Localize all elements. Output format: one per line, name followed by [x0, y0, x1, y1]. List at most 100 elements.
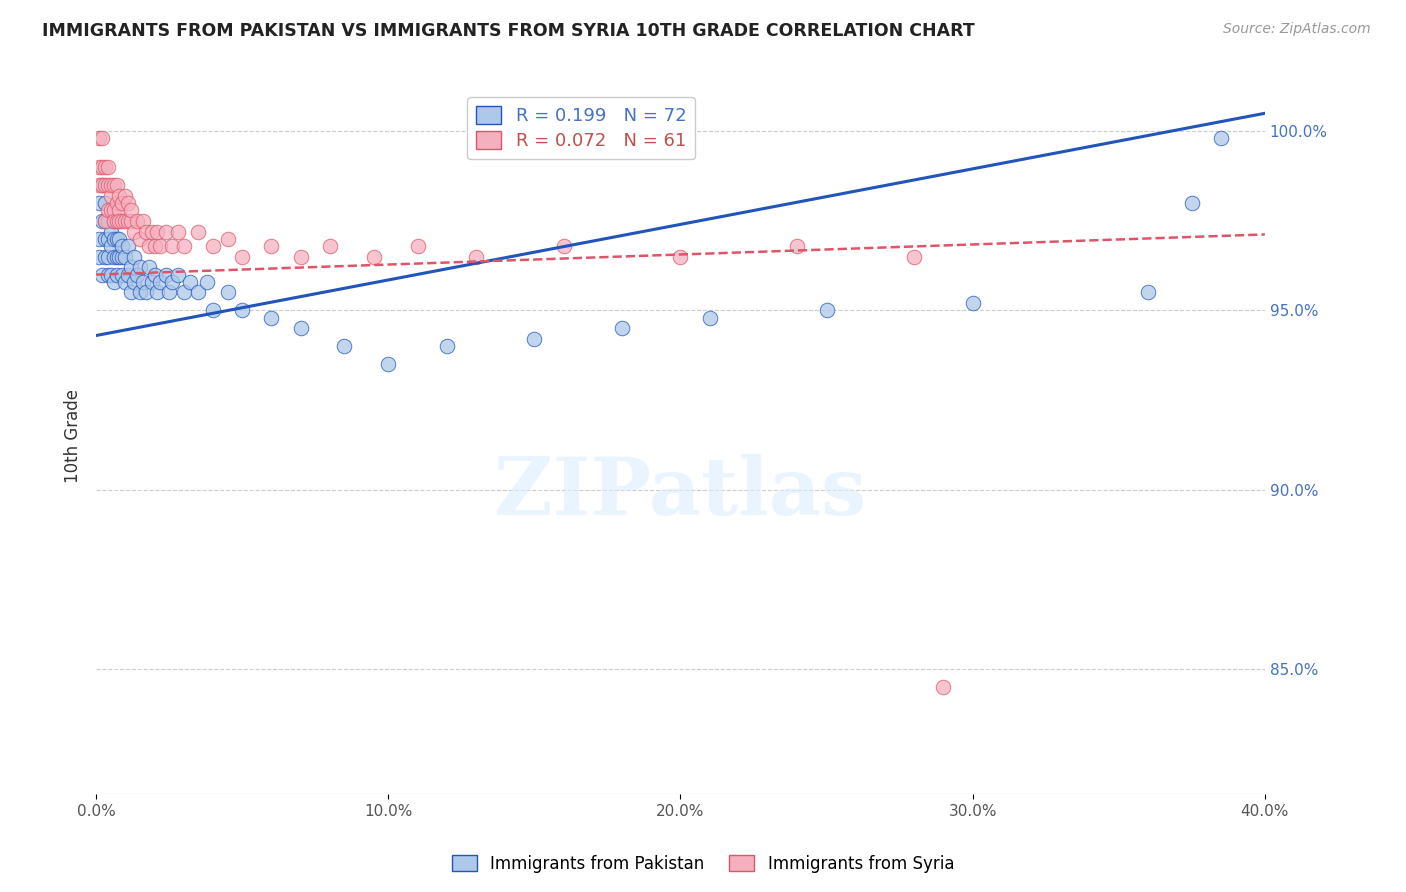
Point: [290, 250, 312, 264]
Point: [173, 239, 195, 253]
Point: [523, 332, 546, 346]
Point: [129, 260, 152, 275]
Point: [94, 178, 117, 192]
Point: [103, 214, 125, 228]
Point: [94, 214, 117, 228]
Point: [97, 160, 120, 174]
Point: [97, 214, 120, 228]
Point: [114, 275, 136, 289]
Point: [201, 239, 224, 253]
Text: IMMIGRANTS FROM PAKISTAN VS IMMIGRANTS FROM SYRIA 10TH GRADE CORRELATION CHART: IMMIGRANTS FROM PAKISTAN VS IMMIGRANTS F…: [42, 22, 974, 40]
Point: [122, 225, 145, 239]
Text: ZIPatlas: ZIPatlas: [495, 454, 866, 533]
Point: [108, 232, 131, 246]
Point: [97, 178, 120, 192]
Point: [167, 225, 190, 239]
Point: [97, 202, 120, 217]
Point: [1209, 131, 1232, 145]
Point: [260, 239, 283, 253]
Point: [173, 285, 195, 300]
Point: [87, 160, 110, 174]
Point: [157, 285, 180, 300]
Point: [1136, 285, 1159, 300]
Point: [217, 285, 239, 300]
Point: [87, 131, 110, 145]
Point: [149, 239, 172, 253]
Point: [903, 250, 925, 264]
Point: [103, 232, 125, 246]
Point: [363, 250, 385, 264]
Point: [94, 214, 117, 228]
Point: [187, 285, 209, 300]
Point: [135, 285, 157, 300]
Point: [669, 250, 692, 264]
Point: [103, 250, 125, 264]
Point: [108, 188, 131, 202]
Point: [100, 225, 122, 239]
Point: [138, 239, 160, 253]
Point: [120, 202, 142, 217]
Point: [160, 275, 183, 289]
Point: [105, 195, 128, 210]
Point: [932, 680, 955, 694]
Point: [105, 232, 128, 246]
Point: [143, 239, 166, 253]
Point: [111, 214, 134, 228]
Point: [143, 268, 166, 282]
Point: [319, 239, 342, 253]
Point: [91, 160, 114, 174]
Point: [108, 214, 131, 228]
Point: [129, 232, 152, 246]
Point: [105, 214, 128, 228]
Point: [553, 239, 575, 253]
Point: [97, 268, 120, 282]
Point: [105, 268, 128, 282]
Point: [100, 202, 122, 217]
Point: [87, 178, 110, 192]
Point: [167, 268, 190, 282]
Point: [146, 225, 169, 239]
Point: [195, 275, 218, 289]
Point: [105, 250, 128, 264]
Point: [87, 250, 110, 264]
Point: [97, 250, 120, 264]
Point: [149, 275, 172, 289]
Point: [465, 250, 488, 264]
Point: [94, 250, 117, 264]
Point: [132, 275, 155, 289]
Point: [120, 214, 142, 228]
Point: [117, 214, 139, 228]
Legend: R = 0.199   N = 72, R = 0.072   N = 61: R = 0.199 N = 72, R = 0.072 N = 61: [467, 97, 696, 159]
Point: [87, 195, 110, 210]
Point: [699, 310, 721, 325]
Point: [377, 357, 399, 371]
Point: [111, 268, 134, 282]
Point: [103, 202, 125, 217]
Point: [786, 239, 808, 253]
Point: [94, 195, 117, 210]
Point: [610, 321, 633, 335]
Point: [111, 239, 134, 253]
Point: [114, 188, 136, 202]
Point: [406, 239, 429, 253]
Point: [1181, 195, 1204, 210]
Text: Source: ZipAtlas.com: Source: ZipAtlas.com: [1223, 22, 1371, 37]
Point: [91, 131, 114, 145]
Point: [108, 250, 131, 264]
Point: [135, 225, 157, 239]
Point: [117, 239, 139, 253]
Point: [94, 232, 117, 246]
Point: [91, 268, 114, 282]
Point: [111, 250, 134, 264]
Point: [108, 214, 131, 228]
Point: [155, 225, 177, 239]
Point: [129, 285, 152, 300]
Point: [187, 225, 209, 239]
Point: [179, 275, 201, 289]
Point: [160, 239, 183, 253]
Point: [120, 285, 142, 300]
Point: [217, 232, 239, 246]
Point: [100, 268, 122, 282]
Point: [114, 250, 136, 264]
Point: [97, 232, 120, 246]
